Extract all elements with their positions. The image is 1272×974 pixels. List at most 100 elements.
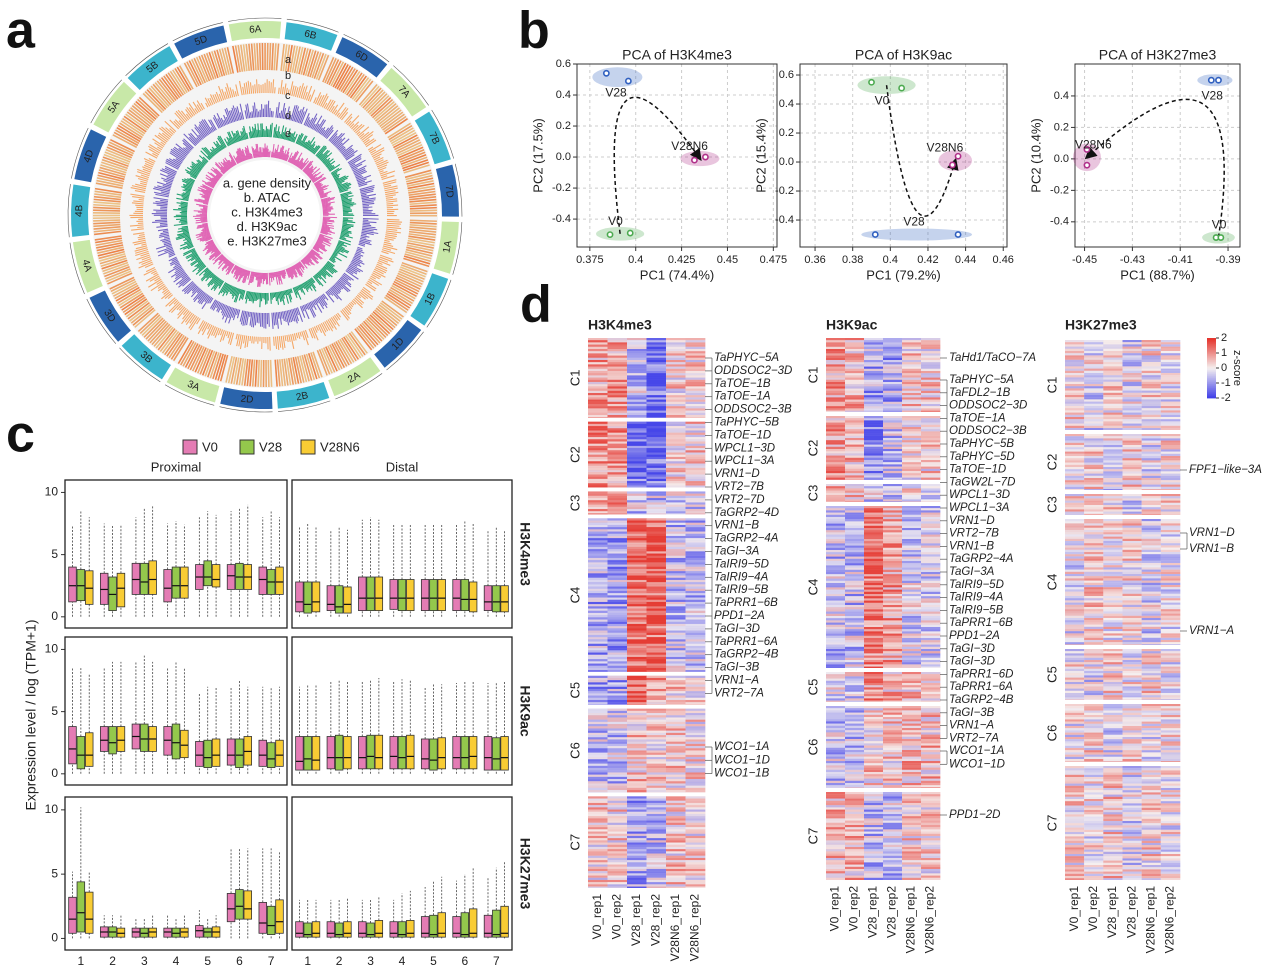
heatmap-texture — [845, 605, 865, 608]
heatmap-texture — [666, 732, 686, 736]
heatmap-texture — [607, 719, 628, 722]
signal-texture — [210, 168, 222, 178]
heatmap-texture — [685, 772, 706, 775]
heatmap-texture — [685, 844, 706, 847]
heatmap-texture — [666, 470, 686, 473]
signal-texture — [249, 112, 252, 119]
signal-texture — [384, 236, 396, 240]
signal-texture — [234, 91, 238, 97]
signal-texture — [173, 120, 181, 128]
x-tick-label: 0.45 — [717, 254, 738, 266]
heatmap-texture — [685, 739, 706, 742]
signal-texture — [183, 244, 194, 250]
signal-texture — [333, 315, 339, 321]
heatmap-texture — [864, 572, 884, 575]
signal-texture — [280, 270, 284, 278]
heatmap-texture — [607, 573, 628, 576]
signal-texture — [228, 307, 233, 319]
heatmap-texture — [685, 752, 706, 755]
heatmap-texture — [902, 486, 922, 489]
signal-texture — [339, 237, 352, 243]
signal-texture — [212, 254, 224, 265]
heatmap-texture — [666, 853, 686, 856]
heatmap-texture — [646, 770, 667, 773]
signal-texture — [198, 198, 209, 203]
heatmap-texture — [921, 393, 941, 396]
signal-texture — [338, 278, 346, 286]
heatmap-texture — [627, 617, 647, 620]
signal-texture — [250, 153, 253, 159]
heatmap-texture — [607, 415, 628, 418]
heatmap-texture — [685, 353, 706, 356]
gene-label: TaPHYC−5A — [714, 352, 779, 364]
heatmap-texture — [826, 488, 846, 491]
signal-texture — [239, 334, 244, 350]
signal-texture — [181, 222, 188, 224]
signal-texture — [321, 152, 333, 163]
signal-texture — [292, 159, 296, 165]
gene-density-texture — [221, 48, 230, 75]
signal-texture — [225, 331, 229, 337]
signal-texture — [211, 177, 218, 183]
heatmap-texture — [607, 483, 628, 486]
heatmap-texture — [685, 750, 706, 753]
heatmap-texture — [607, 478, 628, 482]
heatmap-texture — [627, 748, 647, 751]
signal-texture — [385, 230, 401, 234]
heatmap-texture — [588, 752, 608, 755]
signal-texture — [209, 299, 217, 309]
heatmap-texture — [646, 816, 667, 819]
heatmap-texture — [646, 661, 667, 664]
heatmap-texture — [666, 593, 686, 596]
box — [420, 916, 430, 938]
heatmap-texture — [627, 661, 647, 664]
heatmap-texture — [627, 421, 647, 424]
signal-texture — [230, 161, 235, 167]
heatmap-texture — [607, 748, 628, 751]
signal-texture — [207, 181, 215, 187]
x-tick-label: 0.475 — [760, 254, 788, 266]
signal-texture — [251, 111, 254, 118]
signal-texture — [279, 270, 282, 276]
signal-texture — [334, 283, 342, 291]
heatmap-texture — [588, 472, 608, 475]
heatmap-texture — [666, 860, 686, 863]
heatmap-texture — [685, 379, 706, 382]
signal-texture — [306, 303, 315, 318]
heatmap-texture — [627, 531, 647, 534]
heatmap-texture — [826, 642, 846, 645]
gene-density-texture — [285, 358, 292, 386]
signal-texture — [211, 146, 218, 154]
gene-density-texture — [392, 282, 417, 298]
signal-texture — [259, 272, 262, 287]
heatmap-texture — [607, 382, 628, 385]
gene-density-texture — [250, 43, 255, 71]
heatmap-texture — [646, 626, 667, 629]
gene-density-texture — [241, 358, 247, 386]
heatmap-texture — [845, 453, 865, 456]
signal-texture — [333, 251, 338, 255]
heatmap-texture — [607, 577, 628, 580]
signal-texture — [369, 149, 377, 154]
signal-texture — [318, 235, 332, 241]
heatmap-texture — [588, 816, 608, 819]
heatmap-texture — [921, 490, 941, 493]
heatmap-texture — [666, 506, 686, 510]
heatmap-texture — [588, 590, 608, 594]
heatmap-texture — [902, 464, 922, 467]
signal-texture — [287, 89, 290, 96]
chromosome — [166, 367, 220, 403]
signal-texture — [204, 246, 217, 256]
heatmap-texture — [666, 800, 686, 803]
heatmap-texture — [627, 882, 647, 885]
box — [203, 739, 212, 768]
heatmap-texture — [864, 346, 884, 349]
legend-label: V28 — [259, 439, 282, 454]
heatmap-texture — [646, 693, 667, 696]
gene-density-texture — [107, 143, 134, 157]
heatmap-texture — [666, 688, 686, 692]
heatmap-texture — [666, 439, 686, 442]
gene-label: VRT2−7D — [714, 494, 765, 506]
heatmap-texture — [588, 476, 608, 479]
heatmap-texture — [627, 566, 647, 569]
